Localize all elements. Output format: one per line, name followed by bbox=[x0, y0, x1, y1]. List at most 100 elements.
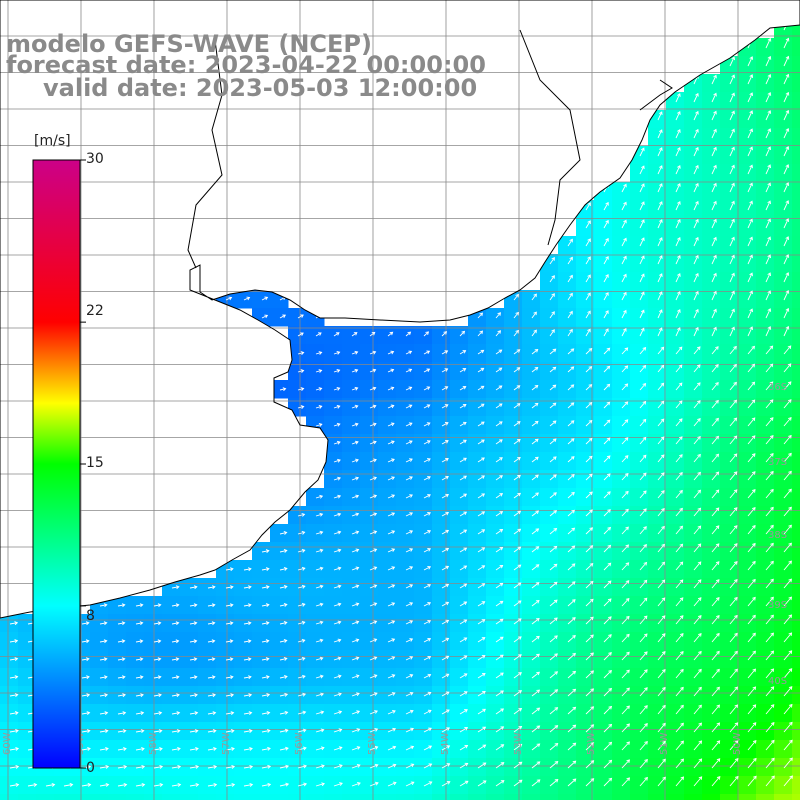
wind-arrow bbox=[423, 566, 431, 571]
wind-arrow-head bbox=[644, 740, 648, 745]
wind-arrow bbox=[477, 475, 485, 481]
wind-speed-cell bbox=[486, 542, 505, 561]
wind-arrow-head bbox=[518, 654, 522, 658]
wind-arrow bbox=[747, 290, 753, 301]
wind-arrow-head bbox=[623, 201, 627, 206]
wind-arrow bbox=[639, 455, 647, 463]
wind-arrow-head bbox=[643, 579, 648, 584]
wind-arrow bbox=[351, 459, 359, 463]
wind-speed-cell bbox=[630, 326, 649, 345]
wind-arrow-head bbox=[661, 633, 666, 637]
wind-arrow bbox=[639, 347, 646, 355]
wind-speed-cell bbox=[648, 488, 667, 507]
wind-arrow-head bbox=[642, 472, 647, 477]
wind-speed-cell bbox=[792, 380, 800, 399]
wind-arrow bbox=[81, 622, 89, 625]
wind-speed-cell bbox=[180, 614, 199, 633]
wind-arrow-head bbox=[427, 458, 431, 462]
wind-speed-cell bbox=[486, 632, 505, 651]
wind-arrow-head bbox=[15, 729, 19, 733]
wind-speed-cell bbox=[324, 560, 343, 579]
wind-speed-cell bbox=[792, 308, 800, 327]
wind-arrow bbox=[117, 784, 127, 787]
wind-arrow bbox=[567, 293, 573, 301]
wind-speed-cell bbox=[666, 200, 685, 219]
wind-speed-cell bbox=[558, 326, 577, 345]
wind-arrow bbox=[567, 348, 574, 355]
wind-speed-cell bbox=[450, 758, 469, 777]
wind-speed-cell bbox=[792, 578, 800, 597]
wind-arrow-head bbox=[572, 724, 577, 729]
wind-arrow-head bbox=[696, 346, 701, 350]
wind-speed-cell bbox=[18, 686, 37, 705]
wind-speed-cell bbox=[720, 344, 739, 363]
wind-speed-cell bbox=[720, 380, 739, 399]
wind-arrow bbox=[387, 440, 395, 445]
wind-arrow bbox=[495, 583, 503, 589]
wind-arrow bbox=[207, 658, 215, 661]
wind-speed-cell bbox=[594, 758, 613, 777]
wind-arrow bbox=[747, 758, 757, 769]
wind-arrow bbox=[729, 74, 735, 85]
wind-speed-cell bbox=[594, 218, 613, 237]
wind-arrow bbox=[369, 692, 378, 697]
wind-arrow-head bbox=[677, 93, 681, 97]
wind-arrow bbox=[531, 564, 539, 571]
wind-arrow-head bbox=[283, 584, 288, 589]
wind-arrow bbox=[675, 543, 683, 553]
wind-arrow bbox=[585, 706, 594, 715]
wind-speed-cell bbox=[594, 344, 613, 363]
wind-speed-cell bbox=[666, 164, 685, 183]
wind-arrow-head bbox=[749, 236, 753, 241]
wind-arrow-head bbox=[608, 669, 612, 674]
wind-speed-cell bbox=[648, 434, 667, 453]
wind-arrow bbox=[693, 436, 701, 445]
wind-arrow bbox=[135, 730, 144, 733]
wind-arrow bbox=[369, 332, 376, 337]
wind-speed-cell bbox=[522, 632, 541, 651]
wind-speed-cell bbox=[774, 650, 793, 669]
wind-arrow bbox=[423, 674, 431, 679]
wind-arrow bbox=[783, 686, 793, 697]
wind-arrow-head bbox=[785, 200, 790, 204]
wind-arrow-head bbox=[517, 492, 522, 497]
wind-arrow-head bbox=[660, 400, 665, 405]
wind-arrow bbox=[513, 546, 521, 553]
wind-arrow bbox=[513, 726, 522, 733]
wind-arrow bbox=[549, 510, 557, 517]
wind-speed-cell bbox=[594, 542, 613, 561]
wind-arrow-head bbox=[372, 404, 377, 409]
wind-speed-cell bbox=[432, 542, 451, 561]
wind-speed-cell bbox=[720, 326, 739, 345]
wind-arrow-head bbox=[697, 418, 701, 422]
wind-arrow bbox=[423, 584, 431, 589]
wind-arrow-head bbox=[658, 129, 663, 133]
wind-arrow bbox=[765, 363, 773, 373]
wind-arrow-head bbox=[661, 525, 665, 530]
wind-speed-cell bbox=[594, 776, 613, 795]
wind-speed-cell bbox=[684, 164, 703, 183]
wind-speed-cell bbox=[468, 524, 487, 543]
wind-arrow bbox=[117, 730, 126, 733]
wind-arrow-head bbox=[139, 603, 144, 608]
wind-arrow-head bbox=[661, 490, 665, 494]
wind-arrow bbox=[639, 777, 648, 787]
wind-speed-cell bbox=[738, 470, 757, 489]
wind-speed-cell bbox=[360, 578, 379, 597]
wind-speed-cell bbox=[288, 380, 307, 399]
wind-arrow-head bbox=[624, 383, 629, 388]
wind-arrow-head bbox=[571, 509, 575, 514]
wind-arrow-head bbox=[767, 254, 771, 259]
wind-arrow bbox=[207, 712, 216, 715]
wind-arrow-head bbox=[716, 614, 720, 619]
wind-arrow bbox=[423, 638, 431, 643]
wind-arrow-head bbox=[698, 686, 702, 691]
wind-speed-cell bbox=[234, 632, 253, 651]
wind-arrow bbox=[423, 745, 432, 751]
wind-speed-cell bbox=[648, 182, 667, 201]
wind-speed-cell bbox=[378, 416, 397, 435]
wind-arrow-head bbox=[408, 404, 413, 409]
wind-speed-cell bbox=[18, 794, 37, 800]
wind-speed-cell bbox=[594, 686, 613, 705]
